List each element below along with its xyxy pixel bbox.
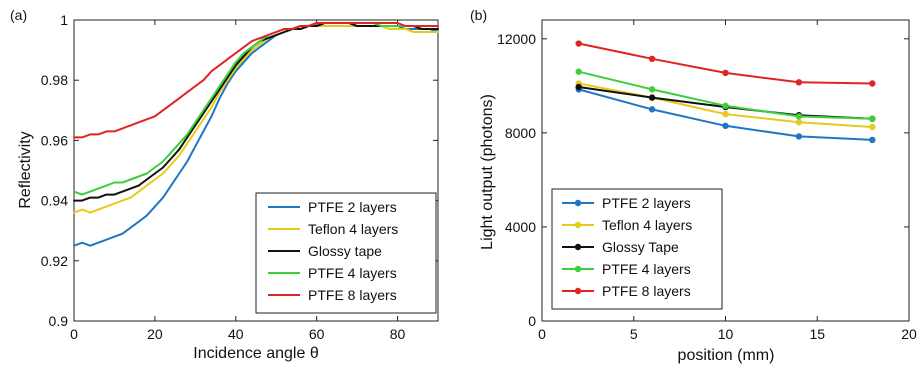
panel-b-ticks: 0 5 10 15 20 0 4000 8000 12000 — [497, 20, 917, 342]
data-point-ptfe-4-layers — [869, 115, 876, 122]
panel-b: (b) 0 5 10 15 20 0 4000 8000 12000 position (mm)… — [470, 7, 917, 364]
legend-label-ptfe-4-layers: PTFE 4 layers — [308, 265, 397, 281]
data-point-ptfe-2-layers — [795, 133, 803, 140]
panel-b-xtick-label: 5 — [630, 326, 638, 342]
data-point-teflon-4-layers — [869, 123, 876, 131]
panel-a-series-lines — [73, 22, 439, 247]
panel-a-legend: PTFE 2 layers Teflon 4 layers Glossy tape P… — [255, 192, 437, 314]
panel-a-xlabel: Incidence angle θ — [193, 345, 319, 362]
panel-b-xtick-label: 20 — [901, 326, 917, 342]
panel-b-ytick-label: 8000 — [505, 125, 536, 141]
data-point-ptfe-4-layers — [575, 68, 582, 75]
panel-b-ytick-label: 0 — [528, 313, 536, 329]
series-line-ptfe-8-layers — [577, 42, 874, 85]
panel-a-ytick-label: 0.9 — [49, 313, 69, 329]
panel-b-xtick-label: 10 — [718, 326, 734, 342]
legend-marker-ptfe-2-layers — [574, 199, 582, 207]
legend-label-glossy-tape: Glossy Tape — [602, 239, 679, 255]
data-point-ptfe-8-layers — [722, 69, 729, 77]
data-point-ptfe-4-layers — [648, 86, 656, 93]
panel-a: (a) 0 20 40 60 80 0.9 0.92 0.94 0.96 0.98 1 Incide… — [10, 7, 439, 362]
panel-a-xtick-label: 60 — [309, 326, 325, 342]
data-point-ptfe-2-layers — [722, 122, 729, 130]
legend-label-ptfe-8-layers: PTFE 8 layers — [602, 283, 691, 299]
panel-b-legend-entries: PTFE 2 layers Teflon 4 layers Glossy Tape P… — [562, 195, 692, 299]
series-line-ptfe-4-layers — [73, 22, 439, 196]
data-point-ptfe-2-layers — [869, 136, 876, 144]
panel-a-legend-entries: PTFE 2 layers Teflon 4 layers Glossy tape P… — [268, 199, 398, 303]
panel-b-ylabel: Light output (photons) — [479, 94, 496, 250]
panel-a-ytick-label: 0.92 — [41, 253, 68, 269]
data-point-ptfe-2-layers — [648, 106, 656, 113]
legend-label-ptfe-4-layers: PTFE 4 layers — [602, 261, 691, 277]
panel-a-ytick-label: 0.96 — [41, 132, 68, 148]
panel-a-ytick-label: 0.94 — [41, 193, 68, 209]
panel-a-ticks: 0 20 40 60 80 0.9 0.92 0.94 0.96 0.98 1 — [41, 12, 438, 342]
data-point-ptfe-8-layers — [648, 55, 656, 63]
legend-label-glossy-tape: Glossy tape — [308, 243, 382, 259]
data-point-teflon-4-layers — [795, 119, 803, 126]
panel-b-xlabel: position (mm) — [678, 347, 775, 364]
data-point-ptfe-8-layers — [795, 79, 803, 86]
panel-a-xtick-label: 40 — [228, 326, 244, 342]
data-point-ptfe-8-layers — [869, 80, 876, 87]
panel-a-ytick-label: 0.98 — [41, 72, 68, 88]
legend-label-teflon-4-layers: Teflon 4 layers — [602, 217, 692, 233]
legend-label-ptfe-2-layers: PTFE 2 layers — [602, 195, 691, 211]
legend-marker-ptfe-8-layers — [574, 287, 582, 295]
data-point-teflon-4-layers — [722, 110, 729, 118]
data-point-glossy-tape — [648, 94, 656, 101]
panel-b-ytick-label: 12000 — [497, 31, 536, 47]
panel-a-xtick-label: 0 — [70, 326, 78, 342]
panel-b-ytick-label: 4000 — [505, 219, 536, 235]
panel-a-legend-box — [255, 192, 437, 314]
legend-marker-teflon-4-layers — [574, 221, 582, 229]
data-point-ptfe-4-layers — [722, 102, 729, 110]
panel-b-xtick-label: 15 — [809, 326, 825, 342]
legend-marker-ptfe-4-layers — [574, 265, 582, 273]
panel-a-label: (a) — [10, 7, 27, 23]
panel-a-xtick-label: 80 — [390, 326, 406, 342]
panel-b-series-lines — [575, 40, 876, 144]
legend-label-teflon-4-layers: Teflon 4 layers — [308, 221, 398, 237]
panel-a-axes-frame — [73, 19, 439, 322]
data-point-ptfe-8-layers — [575, 40, 582, 47]
legend-marker-glossy-tape — [574, 243, 582, 251]
panel-b-label: (b) — [470, 7, 487, 23]
panel-b-legend: PTFE 2 layers Teflon 4 layers Glossy Tape P… — [551, 188, 723, 310]
series-line-ptfe-8-layers — [73, 22, 439, 139]
legend-label-ptfe-8-layers: PTFE 8 layers — [308, 287, 397, 303]
panel-a-xtick-label: 20 — [147, 326, 163, 342]
data-point-glossy-tape — [575, 83, 582, 91]
panel-a-ytick-label: 1 — [60, 12, 68, 28]
series-line-teflon-4-layers — [73, 25, 439, 214]
panel-b-xtick-label: 0 — [538, 326, 546, 342]
data-point-ptfe-4-layers — [795, 113, 803, 120]
legend-label-ptfe-2-layers: PTFE 2 layers — [308, 199, 397, 215]
panel-a-ylabel: Reflectivity — [17, 131, 34, 208]
